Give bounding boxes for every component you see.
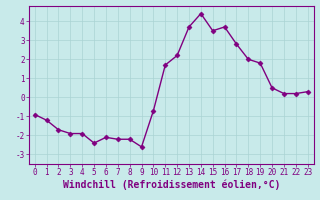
- X-axis label: Windchill (Refroidissement éolien,°C): Windchill (Refroidissement éolien,°C): [62, 180, 280, 190]
